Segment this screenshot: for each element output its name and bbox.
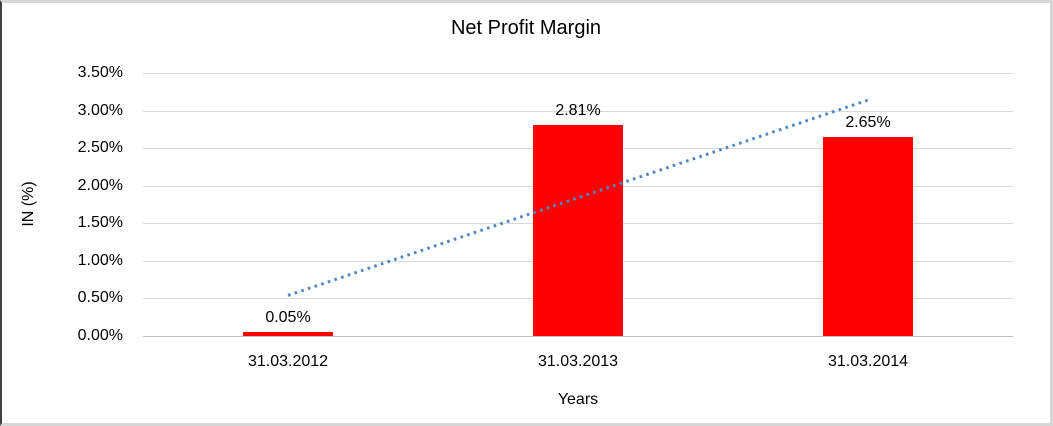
bar-value-label: 0.05% xyxy=(265,309,311,326)
plot-area: 0.05% 2.81% 2.65% xyxy=(143,73,1013,337)
bar-31.03.2012 xyxy=(243,332,333,336)
bar-31.03.2014 xyxy=(823,137,913,336)
y-tick-label: 0.50% xyxy=(77,289,123,306)
x-axis-title: Years xyxy=(557,391,599,408)
y-tick-label: 3.00% xyxy=(77,102,123,119)
gridline xyxy=(143,73,1013,74)
x-tick-label: 31.03.2013 xyxy=(537,353,619,370)
bar-31.03.2013 xyxy=(533,125,623,336)
y-tick-label: 1.50% xyxy=(77,214,123,231)
y-tick-label: 1.00% xyxy=(77,252,123,269)
bar-value-label: 2.81% xyxy=(555,102,601,119)
x-axis-line xyxy=(143,336,1013,337)
y-tick-label: 2.50% xyxy=(77,139,123,156)
y-tick-label: 3.50% xyxy=(77,64,123,81)
y-tick-label: 0.00% xyxy=(77,327,123,344)
chart-title: Net Profit Margin xyxy=(450,17,602,39)
x-tick-label: 31.03.2012 xyxy=(247,353,329,370)
gridline xyxy=(143,111,1013,112)
bar-value-label: 2.65% xyxy=(845,114,891,131)
x-tick-label: 31.03.2014 xyxy=(827,353,909,370)
y-axis-title: IN (%) xyxy=(20,181,37,227)
y-tick-label: 2.00% xyxy=(77,177,123,194)
